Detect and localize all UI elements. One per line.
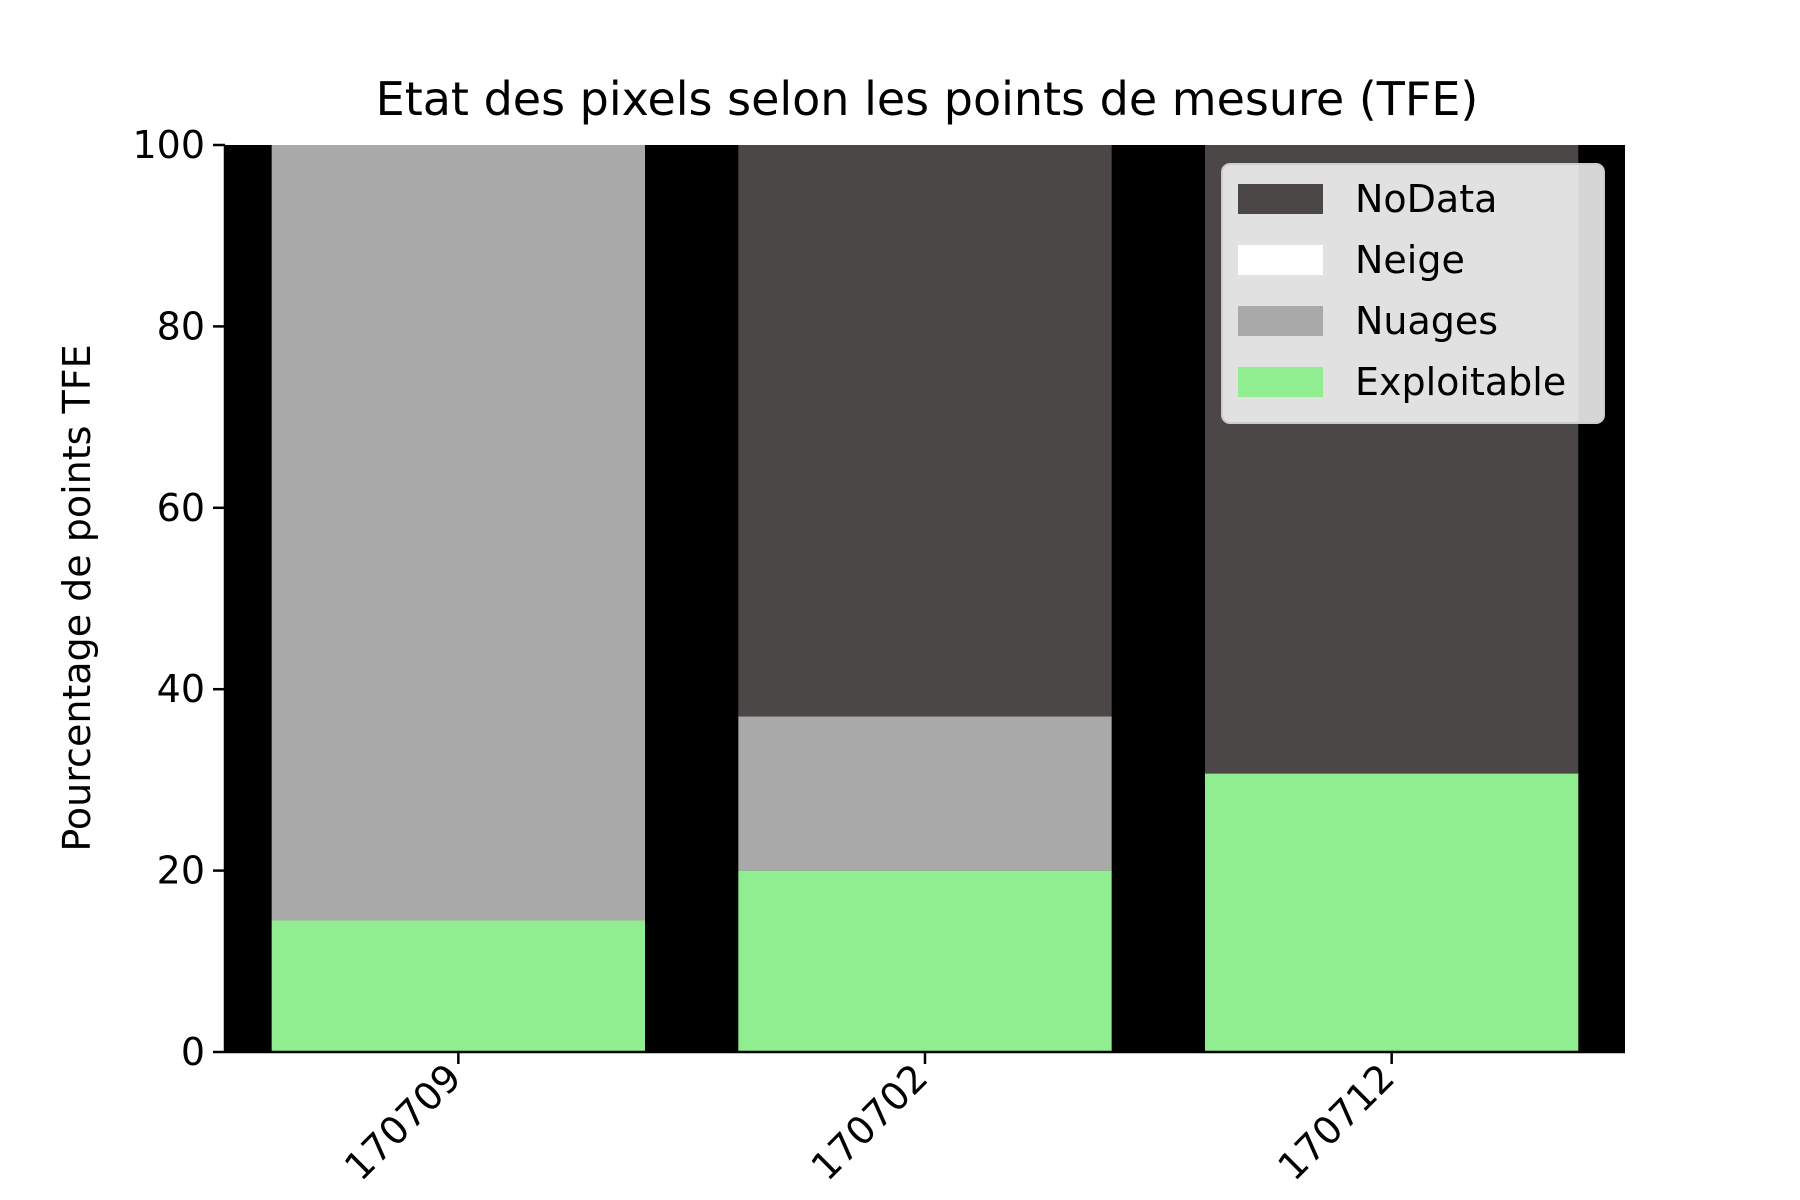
bar-exploitable-170709 (271, 920, 645, 1052)
legend-label-nodata: NoData (1355, 177, 1497, 221)
legend-label-exploitable: Exploitable (1355, 360, 1566, 404)
bar-exploitable-170702 (738, 870, 1112, 1052)
legend-swatch-nodata (1238, 184, 1323, 214)
legend-swatch-neige (1238, 245, 1323, 275)
legend: NoData Neige Nuages Exploitable (1221, 163, 1605, 424)
y-tick-label: 0 (181, 1030, 205, 1074)
bar-nodata-170702 (738, 145, 1112, 717)
y-tick-label: 80 (157, 304, 205, 348)
x-tick-label: 170702 (803, 1055, 937, 1189)
bars-layer (271, 145, 1579, 1052)
legend-box (1221, 163, 1605, 424)
y-tick-label: 40 (157, 667, 205, 711)
legend-swatch-nuages (1238, 306, 1323, 336)
y-tick-label: 60 (157, 486, 205, 530)
y-axis-label: Pourcentage de points TFE (55, 344, 99, 851)
y-tick-label: 100 (132, 123, 205, 167)
x-tick-label: 170709 (336, 1055, 470, 1189)
x-tick-label: 170712 (1269, 1055, 1403, 1189)
chart-title: Etat des pixels selon les points de mesu… (376, 72, 1479, 126)
legend-label-nuages: Nuages (1355, 299, 1498, 343)
legend-label-neige: Neige (1355, 238, 1465, 282)
y-tick-label: 20 (157, 849, 205, 893)
bar-nuages-170702 (738, 716, 1112, 871)
bar-nuages-170709 (271, 145, 645, 921)
legend-swatch-exploitable (1238, 367, 1323, 397)
bar-exploitable-170712 (1205, 773, 1579, 1052)
